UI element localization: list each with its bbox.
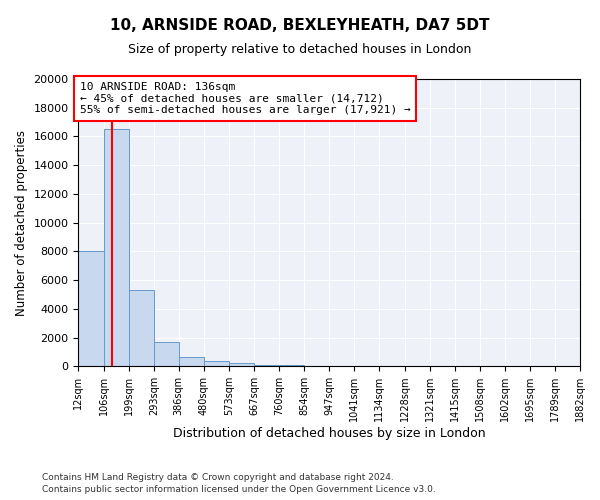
X-axis label: Distribution of detached houses by size in London: Distribution of detached houses by size … [173, 427, 485, 440]
Bar [79, 250, 104, 366]
Text: 10, ARNSIDE ROAD, BEXLEYHEATH, DA7 5DT: 10, ARNSIDE ROAD, BEXLEYHEATH, DA7 5DT [110, 18, 490, 32]
Y-axis label: Number of detached properties: Number of detached properties [15, 130, 28, 316]
Text: Contains HM Land Registry data © Crown copyright and database right 2024.: Contains HM Land Registry data © Crown c… [42, 472, 394, 482]
Bar [104, 130, 128, 366]
Bar [128, 290, 154, 366]
Bar [154, 342, 179, 366]
Text: Contains public sector information licensed under the Open Government Licence v3: Contains public sector information licen… [42, 485, 436, 494]
Bar [229, 364, 254, 366]
Text: 10 ARNSIDE ROAD: 136sqm
← 45% of detached houses are smaller (14,712)
55% of sem: 10 ARNSIDE ROAD: 136sqm ← 45% of detache… [80, 82, 410, 115]
Bar [254, 365, 279, 366]
Bar [179, 357, 204, 366]
Bar [204, 361, 229, 366]
Text: Size of property relative to detached houses in London: Size of property relative to detached ho… [128, 42, 472, 56]
